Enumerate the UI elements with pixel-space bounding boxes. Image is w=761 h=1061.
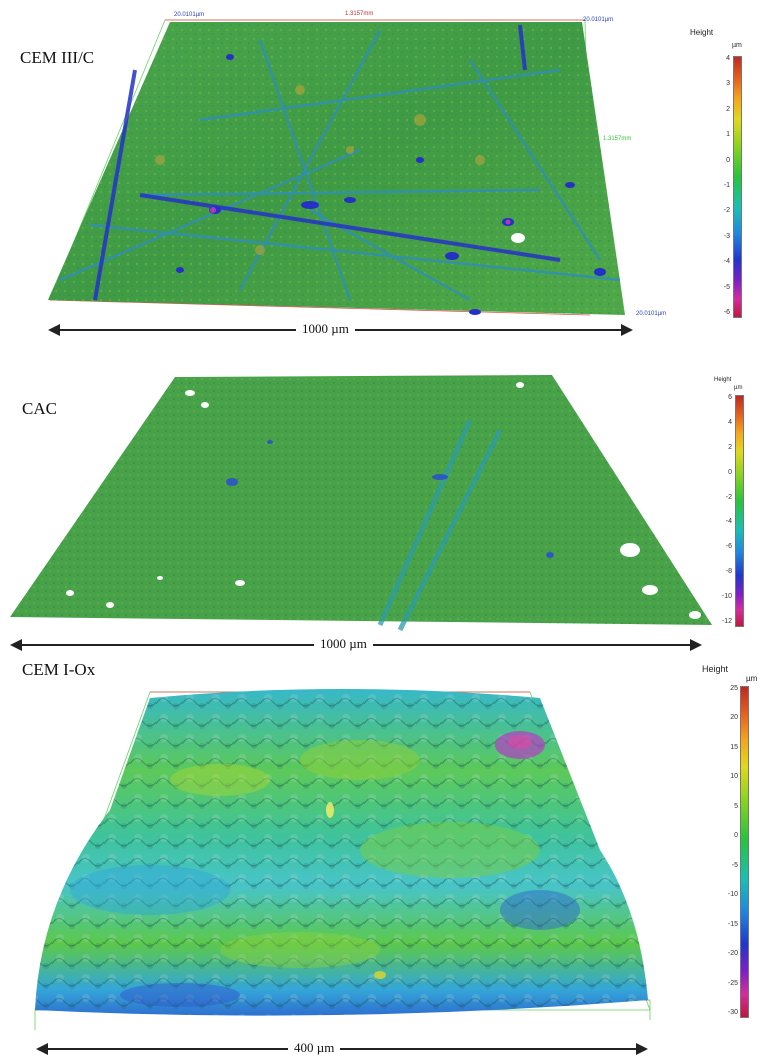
color-bar-tick: 1 [726, 131, 730, 139]
color-bar-tick: 2 [728, 443, 732, 451]
color-bar-tick: 25 [730, 685, 738, 692]
arrow-right-icon [621, 324, 633, 336]
color-bar-tick: -30 [727, 1009, 738, 1016]
color-bar-tick: -3 [723, 232, 730, 240]
arrow-right-icon [690, 639, 702, 651]
scale-bar: 400 µm [36, 1039, 648, 1059]
color-bar-tick: 3 [726, 80, 730, 88]
color-bar-unit: µm [732, 42, 742, 49]
color-bar-tick: -1 [723, 182, 730, 189]
measurement-label: 20.0101µm [583, 17, 614, 23]
arrow-left-icon [10, 639, 22, 651]
void-white [66, 382, 701, 619]
void-white [511, 233, 525, 243]
color-bar-tick: -2 [723, 207, 730, 215]
color-bar: Height µm 6 4 2 0 -2 -4 -6 -8 -10 -12 [700, 345, 755, 630]
color-bar-tick: 20 [730, 714, 738, 722]
color-bar-tick: 5 [734, 802, 738, 810]
surface-map-cem-iii-c [48, 19, 625, 316]
surface-map-cac [10, 375, 712, 632]
color-bar-tick: -6 [723, 309, 730, 316]
color-bar: Height µm 25 20 15 10 5 0 -5 -10 -15 -20 -25 -30 [700, 650, 758, 1030]
color-bar-tick: 0 [728, 468, 732, 476]
color-gradient [735, 395, 744, 627]
color-bar-tick: -15 [727, 920, 738, 928]
sample-label: CEM III/C [20, 48, 95, 67]
arrow-right-icon [636, 1043, 648, 1055]
color-gradient [733, 56, 742, 318]
color-bar-tick: -10 [727, 891, 738, 899]
deep-scratch-lines [93, 24, 561, 301]
color-bar-tick: 0 [726, 156, 730, 164]
color-bar-title: Height [702, 664, 729, 674]
color-gradient [740, 686, 749, 1018]
color-bar-tick: -4 [723, 258, 730, 266]
color-bar-unit: µm [746, 674, 758, 683]
color-bar-tick: -5 [723, 283, 730, 291]
color-bar-tick: 4 [726, 55, 730, 62]
color-bar-tick: 6 [728, 394, 732, 401]
measurement-label: 20.0101µm [636, 311, 667, 317]
scale-label: 400 µm [288, 1040, 341, 1056]
color-bar-tick: 2 [726, 105, 730, 113]
color-bar-title: Height [690, 28, 714, 37]
color-bar-tick: -6 [725, 543, 732, 551]
color-bar-unit: µm [734, 385, 743, 391]
color-bar-tick: -8 [725, 568, 732, 576]
surface-features [70, 731, 580, 1007]
scratch-lines [377, 418, 503, 632]
color-bar-tick: 4 [728, 418, 732, 426]
color-bar-tick: -25 [727, 979, 738, 987]
color-bar-tick: -10 [721, 593, 732, 601]
color-bar-tick: 15 [730, 743, 738, 751]
scale-label: 1000 µm [314, 636, 373, 652]
sample-label: CEM I-Ox [22, 660, 96, 679]
surface-map-cem-i-ox [34, 689, 651, 1030]
color-bar: Height µm 4 3 2 1 0 -1 -2 -3 -4 -5 -6 [690, 20, 750, 320]
scale-bar: 1000 µm [48, 320, 633, 340]
measurement-label: 1.3157mm [345, 11, 374, 17]
sample-label: CAC [22, 399, 57, 418]
arrow-left-icon [36, 1043, 48, 1055]
scale-bar: 1000 µm [10, 635, 702, 655]
panel-cac: CAC 1000 µm Height µm 6 4 2 0 -2 -4 -6 -8 -10 -12 [0, 345, 761, 652]
panel-cem-iii-c: 20.0101µm 1.3157mm 20.0101µm 1.3157mm 20… [0, 0, 761, 340]
color-bar-tick: -4 [725, 518, 732, 526]
arrow-left-icon [48, 324, 60, 336]
color-bar-tick: 10 [730, 773, 738, 781]
measurement-label: 20.0101µm [174, 12, 205, 18]
color-bar-tick: -5 [731, 861, 738, 869]
measurement-label: 1.3157mm [603, 136, 632, 142]
color-bar-tick: 0 [734, 832, 738, 840]
color-bar-tick: -2 [725, 493, 732, 501]
color-bar-tick: -20 [727, 950, 738, 958]
pits [226, 440, 554, 558]
panel-cem-i-ox: CEM I-Ox 400 µm Height µm 25 20 15 10 5 0 -5 -1… [0, 650, 761, 1061]
color-bar-title: Height [714, 377, 732, 383]
color-bar-tick: -12 [721, 618, 732, 625]
scale-label: 1000 µm [296, 321, 355, 337]
